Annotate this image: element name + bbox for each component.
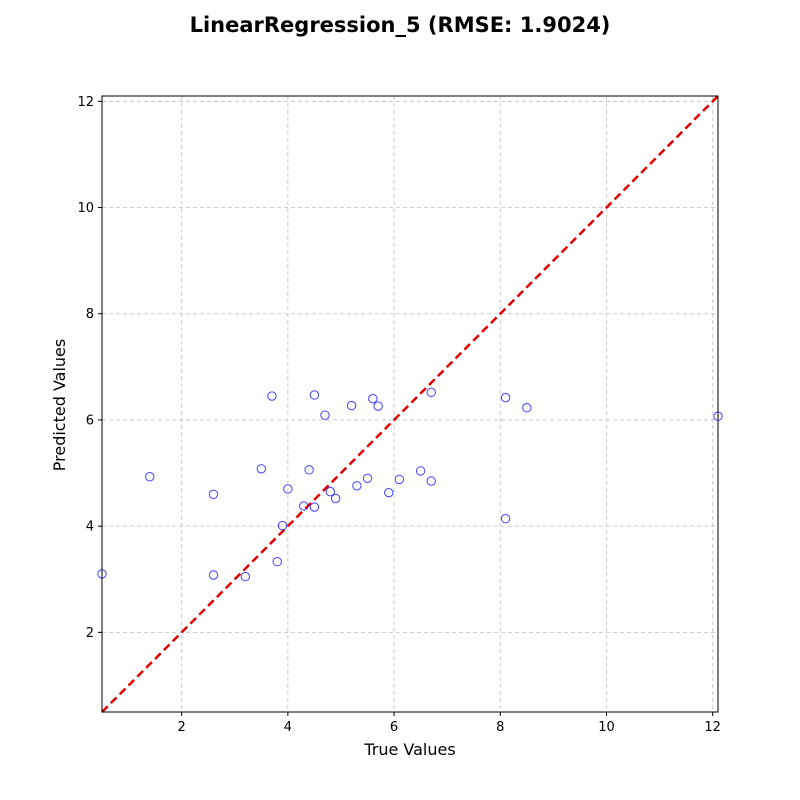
data-point [272, 557, 282, 567]
data-point [394, 474, 405, 485]
data-point [309, 502, 320, 512]
y-tick-label: 8 [86, 307, 94, 322]
x-tick-label: 6 [390, 720, 398, 735]
chart-title: LinearRegression_5 (RMSE: 1.9024) [190, 13, 611, 37]
data-point [368, 393, 378, 404]
y-tick-label: 12 [77, 95, 94, 110]
data-point [330, 493, 341, 504]
data-point [256, 464, 267, 474]
data-point [145, 472, 155, 482]
data-point [415, 466, 426, 476]
x-tick-label: 12 [704, 720, 721, 735]
y-tick-label: 6 [86, 413, 94, 428]
data-point [208, 570, 219, 580]
data-points [97, 387, 723, 582]
ideal-reference-line [101, 95, 719, 713]
data-point [426, 387, 436, 398]
y-tick-label: 10 [77, 201, 94, 216]
x-tick-label: 4 [284, 720, 292, 735]
data-point [240, 571, 251, 582]
data-point [384, 487, 394, 498]
data-point [426, 476, 436, 486]
data-point [267, 391, 277, 401]
y-tick-label: 2 [86, 626, 94, 641]
data-point [500, 514, 511, 524]
data-point [304, 465, 314, 475]
data-point [522, 403, 532, 413]
plot-frame [101, 95, 719, 713]
data-point [283, 484, 293, 494]
y-axis-label: Predicted Values [50, 339, 69, 471]
axis-ticks: 2 4 6 8 10 12 2 4 6 8 10 12 [77, 95, 721, 735]
data-point [277, 520, 288, 531]
data-point [500, 392, 511, 403]
data-point [352, 481, 362, 491]
data-point [208, 489, 219, 499]
reference-line-layer [101, 95, 719, 713]
data-point [299, 501, 309, 511]
data-point [320, 410, 330, 420]
x-tick-label: 8 [496, 720, 504, 735]
x-tick-label: 2 [178, 720, 186, 735]
data-point [362, 473, 373, 484]
data-point [325, 486, 336, 497]
data-point [346, 400, 357, 411]
data-point [309, 390, 320, 400]
grid [102, 96, 718, 712]
x-axis-label: True Values [363, 740, 455, 759]
data-point [373, 401, 383, 411]
x-tick-label: 10 [598, 720, 615, 735]
y-tick-label: 4 [86, 520, 94, 535]
